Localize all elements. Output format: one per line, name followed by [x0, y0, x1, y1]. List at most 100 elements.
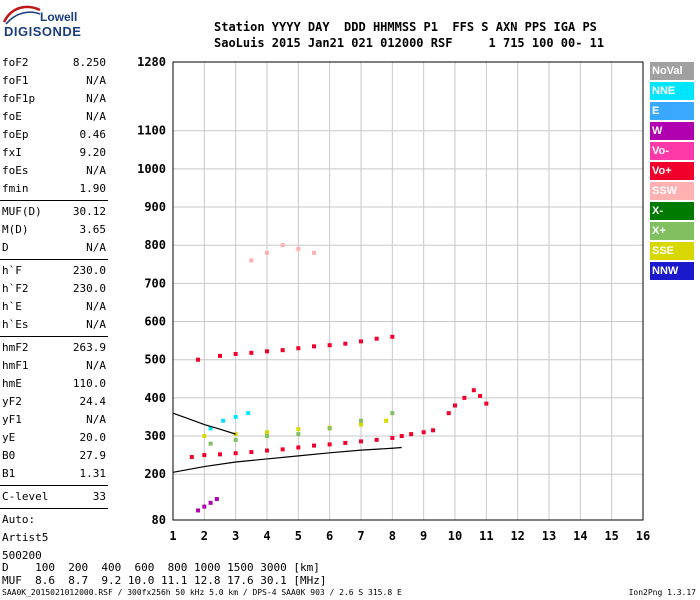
- params-group-2: MUF(D) 30.12 M(D) 3.65 D N/A: [0, 203, 112, 257]
- param-value: N/A: [86, 359, 106, 372]
- muf-table: D 100 200 400 600 800 1000 1500 3000 [km…: [2, 561, 327, 587]
- echo-point: [374, 437, 379, 442]
- param-row: h`Es N/A: [0, 316, 112, 334]
- param-row: M(D) 3.65: [0, 221, 112, 239]
- echo-point: [390, 334, 395, 339]
- echo-point: [359, 418, 363, 423]
- station-header: Station YYYY DAY DDD HHMMSS P1 FFS S AXN…: [214, 19, 604, 51]
- param-value: N/A: [86, 300, 106, 313]
- echo-point: [327, 426, 332, 431]
- param-value: 8.250: [72, 56, 106, 69]
- header-line-2: SaoLuis 2015 Jan21 021 012000 RSF 1 715 …: [214, 36, 605, 50]
- x-tick-label: 6: [326, 529, 333, 543]
- param-row: foF2 8.250: [0, 54, 112, 72]
- param-row: hmF1 N/A: [0, 357, 112, 375]
- param-row: yE 20.0: [0, 429, 112, 447]
- param-row: MUF(D) 30.12: [0, 203, 112, 221]
- param-value: 27.9: [79, 449, 107, 462]
- param-value: 0.46: [79, 128, 107, 141]
- param-row: hmF2 263.9: [0, 339, 112, 357]
- param-label: h`F2: [2, 282, 29, 295]
- echo-point: [280, 447, 285, 452]
- param-value: N/A: [86, 318, 106, 331]
- x-tick-label: 13: [542, 529, 556, 543]
- params-divider: [0, 508, 108, 509]
- echo-point: [409, 432, 414, 437]
- y-tick-label: 700: [144, 276, 166, 290]
- param-row: D N/A: [0, 239, 112, 257]
- muf-distance-row: D 100 200 400 600 800 1000 1500 3000 [km…: [2, 561, 320, 574]
- params-group-5: C-level 33: [0, 488, 112, 506]
- y-tick-label: 400: [144, 391, 166, 405]
- param-row: foF1p N/A: [0, 90, 112, 108]
- param-row: foEp 0.46: [0, 126, 112, 144]
- plot-frame: [172, 61, 644, 521]
- param-row: B0 27.9: [0, 447, 112, 465]
- profile-line: [172, 446, 402, 473]
- param-value: N/A: [86, 74, 106, 87]
- legend-item-nnw: NNW: [650, 262, 694, 280]
- echo-point: [265, 430, 269, 435]
- param-row: yF1 N/A: [0, 411, 112, 429]
- y-tick-label: 600: [144, 315, 166, 329]
- legend-item-e: E: [650, 102, 694, 120]
- params-group-3: h`F 230.0 h`F2 230.0 h`E N/A h`Es N/A: [0, 262, 112, 334]
- echo-point: [384, 418, 389, 423]
- echo-point: [296, 432, 301, 437]
- param-label: h`Es: [2, 318, 29, 331]
- x-tick-label: 2: [201, 529, 208, 543]
- param-value: 24.4: [79, 395, 107, 408]
- param-value: N/A: [86, 241, 106, 254]
- echo-point: [218, 452, 222, 457]
- x-tick-label: 8: [389, 529, 396, 543]
- x-tick-label: 15: [604, 529, 618, 543]
- echo-point: [189, 455, 194, 460]
- logo-swoosh-icon: [2, 5, 41, 25]
- param-value: 110.0: [72, 377, 106, 390]
- param-value: N/A: [86, 164, 106, 177]
- logo-text-lowell: Lowell: [40, 10, 78, 24]
- artist-code: 500200: [2, 549, 42, 562]
- param-value: 1.90: [79, 182, 107, 195]
- param-label: hmE: [2, 377, 22, 390]
- echo-point: [196, 357, 201, 362]
- param-row: h`F2 230.0: [0, 280, 112, 298]
- echo-point: [471, 388, 476, 393]
- echo-point: [280, 348, 285, 353]
- param-label: yE: [2, 431, 16, 444]
- artist-version: Artist5: [2, 531, 49, 544]
- echo-point: [359, 339, 363, 344]
- param-value: 1.31: [79, 467, 107, 480]
- scaled-parameters-panel: foF2 8.250 foF1 N/A foF1p N/A foE N/A foEp 0.46 fx…: [0, 54, 112, 565]
- param-label: h`F: [2, 264, 22, 277]
- echo-point: [390, 435, 395, 440]
- legend-item-noval: NoVal: [650, 62, 694, 80]
- echo-point: [374, 336, 379, 341]
- x-tick-label: 1: [169, 529, 176, 543]
- x-tick-label: 12: [510, 529, 524, 543]
- param-row: yF2 24.4: [0, 393, 112, 411]
- echo-point: [249, 258, 254, 263]
- param-label: foF2: [2, 56, 29, 69]
- param-row: fmin 1.90: [0, 180, 112, 198]
- param-row: h`E N/A: [0, 298, 112, 316]
- x-tick-label: 5: [295, 529, 302, 543]
- x-tick-label: 10: [448, 529, 462, 543]
- param-row: C-level 33: [0, 488, 112, 506]
- param-value: 230.0: [72, 282, 106, 295]
- param-label: fmin: [2, 182, 29, 195]
- echo-point: [359, 422, 363, 427]
- param-row: h`F 230.0: [0, 262, 112, 280]
- echo-point: [431, 428, 436, 433]
- echo-point: [218, 353, 222, 358]
- echo-point: [312, 250, 316, 255]
- param-value: 230.0: [72, 264, 106, 277]
- echo-point: [233, 451, 238, 456]
- echo-point: [246, 411, 251, 416]
- param-label: C-level: [2, 490, 49, 503]
- echo-point: [343, 440, 348, 445]
- legend-item-sse: SSE: [650, 242, 694, 260]
- param-value: 20.0: [79, 431, 107, 444]
- param-label: hmF1: [2, 359, 29, 372]
- echo-point: [312, 344, 316, 349]
